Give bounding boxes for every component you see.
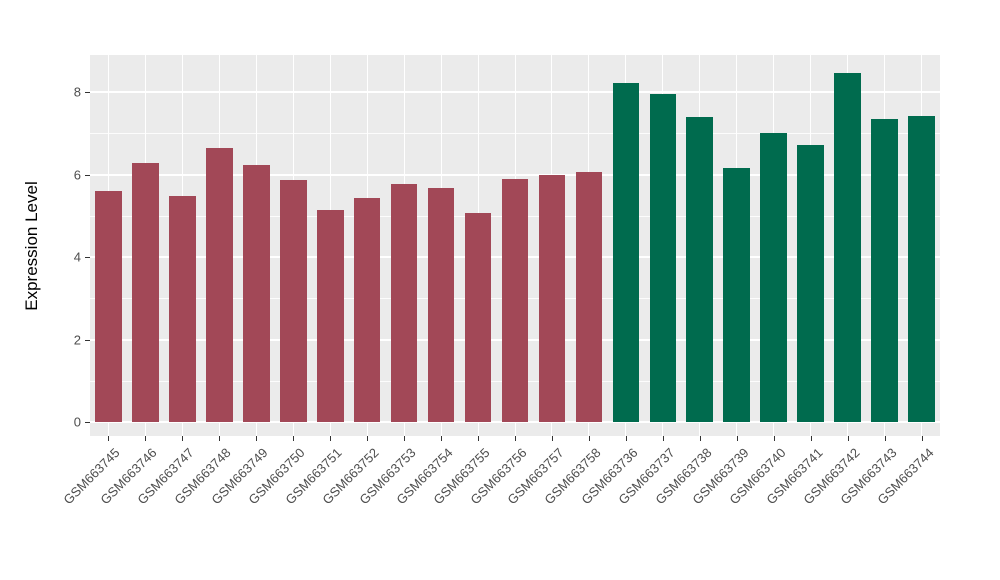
x-tick-mark	[367, 436, 369, 441]
bar-GSM663751	[316, 210, 344, 422]
y-tick-mark	[85, 174, 90, 176]
bar-GSM663755	[464, 212, 492, 422]
x-tick-mark	[773, 436, 775, 441]
bar-GSM663748	[206, 147, 233, 422]
x-tick-mark	[588, 436, 590, 441]
x-tick-mark	[330, 436, 332, 441]
x-tick-mark	[108, 436, 110, 441]
bar-GSM663746	[132, 163, 159, 422]
y-tick-label: 4	[73, 249, 81, 265]
x-tick-mark	[847, 436, 849, 441]
bar-GSM663753	[390, 183, 418, 422]
bar-GSM663738	[686, 117, 714, 422]
x-tick-mark	[921, 436, 923, 441]
bar-GSM663740	[760, 132, 787, 422]
bar-GSM663737	[649, 93, 677, 422]
x-tick-mark	[478, 436, 480, 441]
bar-GSM663757	[538, 174, 566, 422]
bar-GSM663754	[427, 187, 455, 422]
x-tick-mark	[182, 436, 184, 441]
bar-GSM663744	[908, 116, 935, 422]
plot-panel	[90, 55, 940, 436]
x-tick-mark	[551, 436, 553, 441]
y-tick-mark	[85, 421, 90, 423]
bar-GSM663756	[501, 178, 529, 422]
x-tick-mark	[404, 436, 406, 441]
y-axis-title: Expression Level	[22, 180, 41, 311]
y-tick-mark	[85, 339, 90, 341]
x-tick-mark	[293, 436, 295, 441]
x-tick-mark	[441, 436, 443, 441]
y-tick-label: 0	[73, 414, 81, 430]
bar-GSM663736	[612, 83, 640, 422]
bar-GSM663747	[169, 196, 196, 422]
x-tick-mark	[662, 436, 664, 441]
bar-GSM663741	[797, 144, 824, 422]
x-tick-mark	[256, 436, 258, 441]
x-tick-mark	[810, 436, 812, 441]
x-tick-mark	[145, 436, 147, 441]
bar-GSM663752	[353, 197, 381, 422]
y-tick-mark	[85, 257, 90, 259]
x-tick-mark	[219, 436, 221, 441]
y-tick-label: 2	[73, 332, 81, 347]
bar-GSM663750	[279, 180, 307, 422]
x-tick-mark	[625, 436, 627, 441]
bar-GSM663745	[95, 191, 122, 422]
y-tick-mark	[85, 92, 90, 94]
bar-GSM663743	[871, 118, 898, 422]
x-tick-mark	[699, 436, 701, 441]
bar-GSM663742	[834, 73, 861, 422]
x-tick-mark	[884, 436, 886, 441]
bar-GSM663749	[243, 165, 270, 422]
y-tick-label: 6	[73, 167, 81, 183]
x-tick-mark	[736, 436, 738, 441]
bar-GSM663739	[723, 167, 751, 422]
bar-GSM663758	[575, 172, 603, 422]
x-tick-mark	[515, 436, 516, 441]
y-tick-label: 8	[73, 84, 81, 100]
